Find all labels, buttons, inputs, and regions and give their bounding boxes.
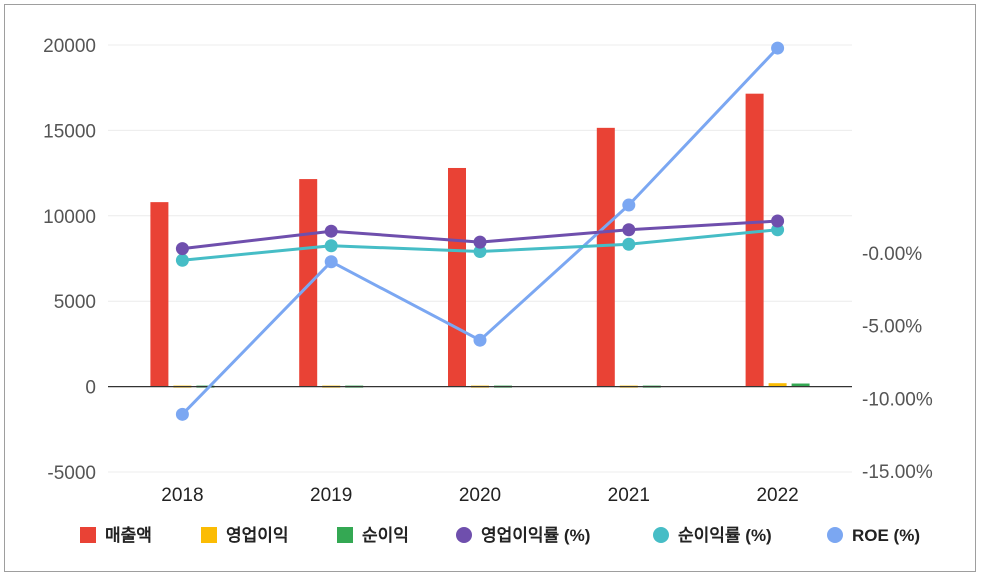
data-point <box>622 223 636 237</box>
left-tick-label: 5000 <box>54 292 96 313</box>
right-axis: -0.00% -5.00% -10.00% -15.00% <box>862 244 933 483</box>
legend-marker <box>456 527 472 543</box>
left-axis: 20000 15000 10000 5000 0 -5000 <box>43 36 96 484</box>
legend-label: ROE (%) <box>852 526 920 545</box>
legend: 매출액 영업이익 순이익 영업이익률 (%) 순이익률 (%) ROE (%) <box>80 526 920 545</box>
right-tick-label: -0.00% <box>862 244 922 265</box>
right-tick-label: -5.00% <box>862 317 922 338</box>
legend-label: 영업이익률 (%) <box>481 526 590 545</box>
data-point <box>771 214 785 228</box>
legend-swatch <box>201 527 217 543</box>
bar-series <box>150 93 810 388</box>
data-point <box>473 333 487 347</box>
data-point <box>622 198 636 212</box>
x-axis: 2018 2019 2020 2021 2022 <box>161 485 798 506</box>
legend-marker <box>653 527 669 543</box>
left-tick-label: 10000 <box>43 207 96 228</box>
bar <box>299 179 318 387</box>
legend-label: 매출액 <box>105 526 152 545</box>
x-tick-label: 2019 <box>310 485 352 506</box>
bar <box>448 167 466 387</box>
data-point <box>473 235 487 249</box>
series-line <box>181 47 779 416</box>
line-series <box>175 41 785 421</box>
legend-label: 순이익률 (%) <box>678 526 772 545</box>
x-tick-label: 2021 <box>608 485 650 506</box>
right-tick-label: -15.00% <box>862 462 933 483</box>
bar <box>791 383 810 387</box>
bar <box>768 383 787 387</box>
legend-swatch <box>80 527 96 543</box>
bar <box>745 93 764 387</box>
left-tick-label: 0 <box>85 378 96 399</box>
x-tick-label: 2018 <box>161 485 203 506</box>
bar <box>150 202 169 387</box>
grid-lines <box>108 44 852 473</box>
data-point <box>622 237 636 251</box>
left-tick-label: 20000 <box>43 36 96 57</box>
data-point <box>324 239 338 253</box>
x-tick-label: 2022 <box>756 485 798 506</box>
left-tick-label: 15000 <box>43 121 96 142</box>
right-tick-label: -10.00% <box>862 389 933 410</box>
left-tick-label: -5000 <box>47 463 96 484</box>
legend-marker <box>827 527 843 543</box>
data-point <box>175 242 189 256</box>
data-point <box>324 255 338 269</box>
bar <box>596 127 615 387</box>
data-point <box>175 253 189 267</box>
data-point <box>771 41 785 55</box>
x-tick-label: 2020 <box>459 485 501 506</box>
legend-label: 순이익 <box>362 526 409 545</box>
legend-label: 영업이익 <box>226 526 289 545</box>
legend-swatch <box>337 527 353 543</box>
data-point <box>175 407 189 421</box>
data-point <box>324 224 338 238</box>
data-point <box>473 245 487 259</box>
